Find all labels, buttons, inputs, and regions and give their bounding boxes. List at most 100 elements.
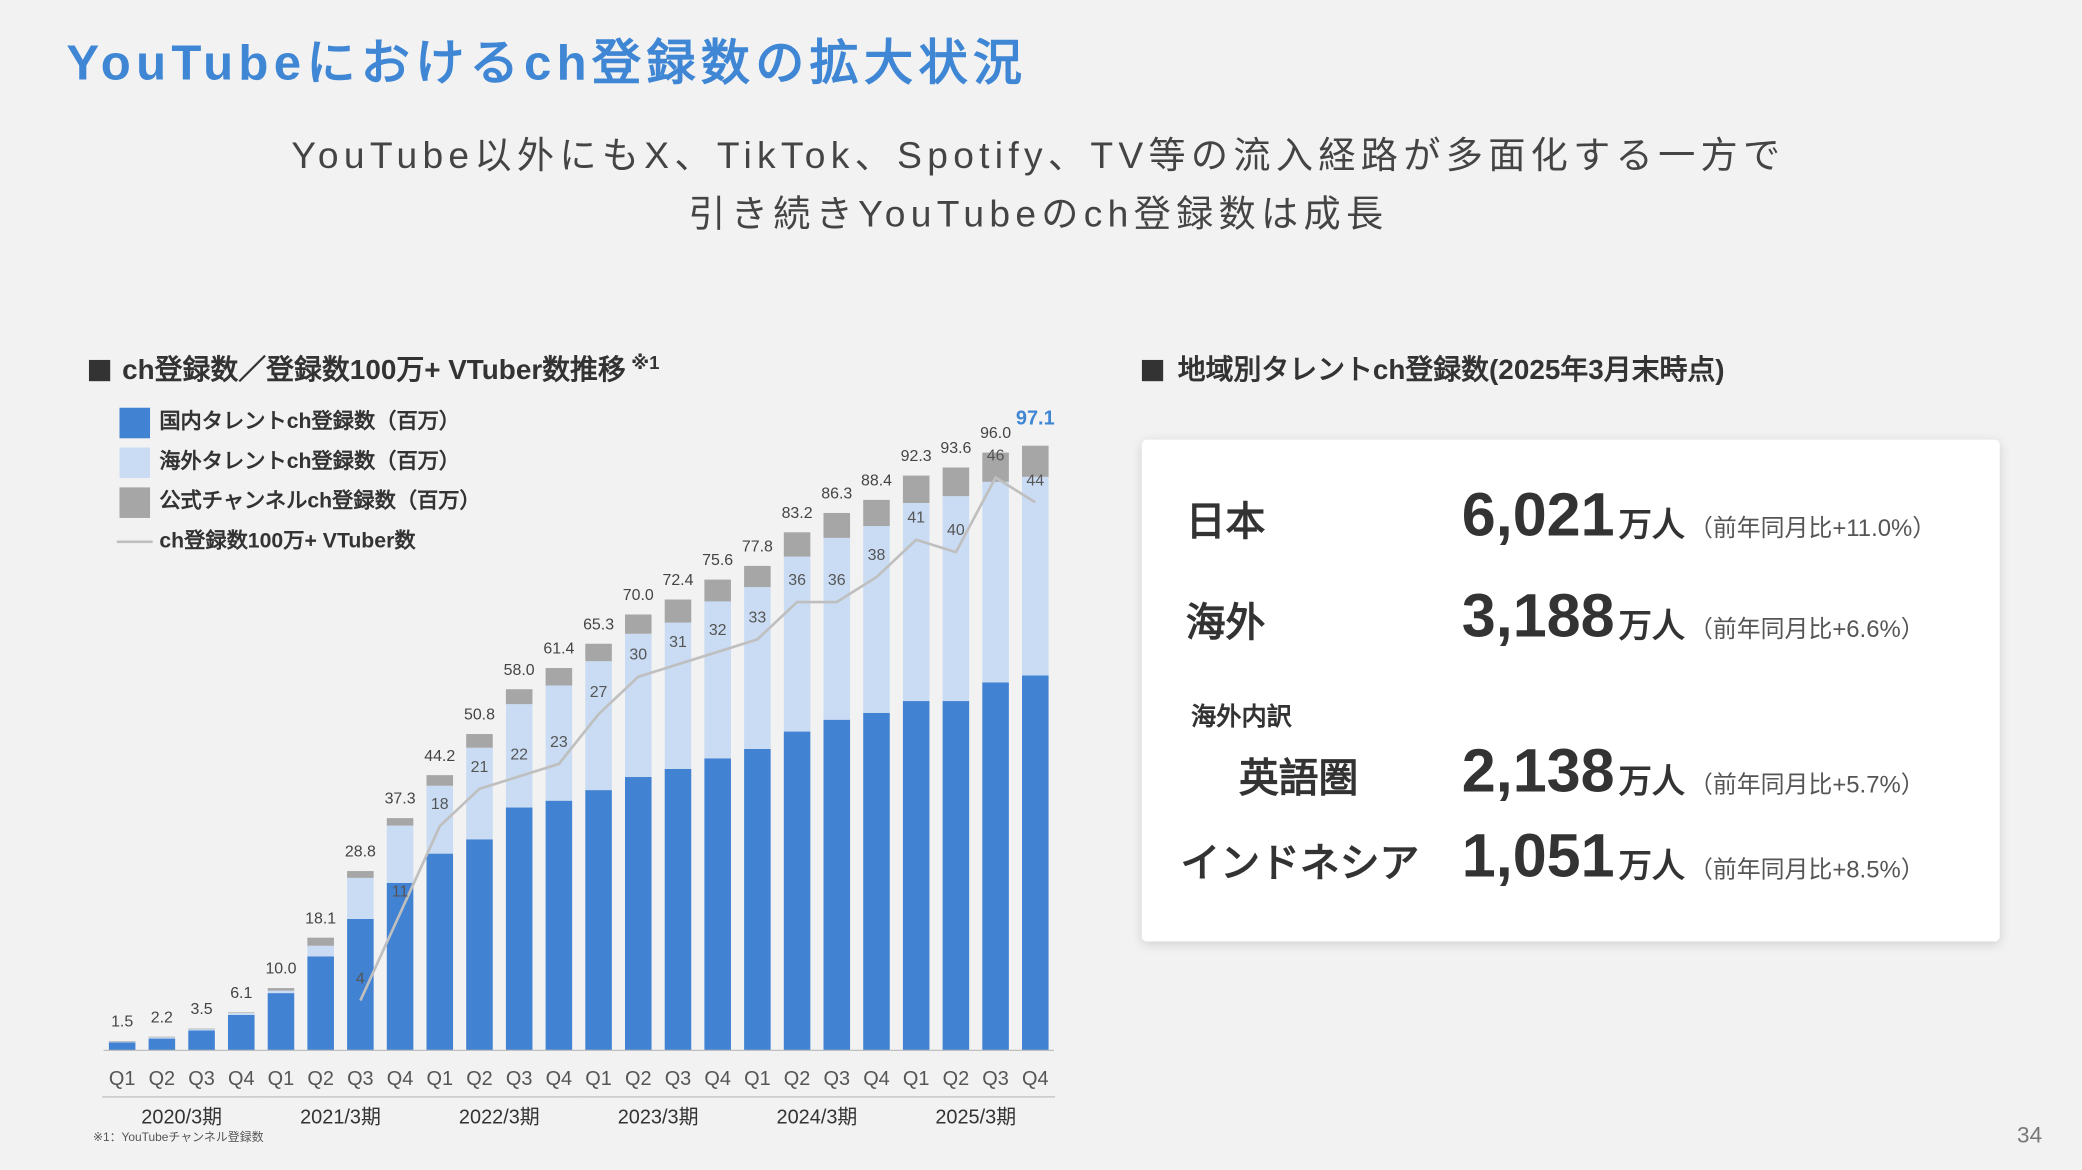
line-value-label: 30 (629, 647, 647, 664)
bar-segment (386, 818, 414, 826)
legend-label: 国内タレントch登録数（百万） (159, 408, 460, 433)
total-label: 83.2 (782, 505, 813, 522)
bar-segment (863, 499, 890, 527)
bar-segment (942, 701, 970, 1051)
x-tick-label: Q1 (585, 1068, 612, 1090)
total-label: 1.5 (111, 1014, 133, 1031)
row-note: （前年同月比+8.5%） (1689, 856, 1925, 883)
chart-title-text: ch登録数／登録数100万+ VTuber数推移 (122, 353, 626, 385)
legend-swatch (119, 487, 151, 518)
line-value-label: 4 (356, 971, 365, 988)
line-value-label: 32 (709, 622, 727, 639)
total-label: 3.5 (190, 1001, 212, 1018)
bar-segment (664, 768, 692, 1051)
bar-segment (466, 747, 493, 840)
legend-swatch (119, 447, 151, 479)
line-value-label: 46 (987, 447, 1005, 464)
bar-segment (505, 689, 533, 705)
x-group-label: 2023/3期 (618, 1106, 699, 1128)
bar-segment (624, 614, 652, 634)
bar-segment (267, 993, 295, 1051)
bar-segment (188, 1030, 215, 1051)
total-label: 97.1 (1016, 407, 1055, 429)
row-value: 3,188 (1462, 581, 1615, 649)
row-note: （前年同月比+6.6%） (1689, 616, 1925, 643)
bar-segment (108, 1041, 136, 1042)
x-tick-label: Q4 (546, 1068, 573, 1090)
total-label: 93.6 (940, 440, 971, 457)
x-group-label: 2020/3期 (141, 1106, 222, 1128)
bar-segment (624, 633, 652, 778)
bar-segment (902, 475, 930, 504)
x-tick-label: Q3 (188, 1068, 215, 1090)
bar-segment (744, 748, 771, 1051)
line-value-label: 41 (907, 510, 925, 527)
x-tick-label: Q1 (109, 1068, 136, 1090)
row-value: 2,138 (1462, 737, 1615, 805)
bar-segment (466, 839, 493, 1051)
total-label: 58.0 (504, 662, 535, 679)
row-note: （前年同月比+5.7%） (1689, 771, 1925, 798)
bar-segment (347, 877, 374, 919)
row-label: 英語圏 (1239, 756, 1358, 800)
bar-segment (267, 990, 295, 994)
bar-segment (188, 1029, 215, 1031)
x-tick-label: Q3 (506, 1068, 533, 1090)
total-label: 61.4 (543, 641, 574, 658)
bar-segment (426, 853, 454, 1051)
x-tick-label: Q1 (268, 1068, 295, 1090)
x-tick-label: Q2 (149, 1068, 176, 1090)
bar-segment (624, 777, 652, 1051)
bar-segment (1022, 445, 1049, 477)
legend-label: 公式チャンネルch登録数（百万） (159, 488, 480, 513)
row-label: 海外 (1186, 601, 1266, 645)
chart-title-note: ※1 (631, 352, 659, 373)
line-value-label: 40 (947, 522, 965, 539)
bar-segment (664, 599, 692, 623)
total-label: 72.4 (662, 572, 693, 589)
bar-segment (783, 532, 811, 557)
line-value-label: 11 (392, 883, 409, 900)
bar-segment (426, 775, 454, 786)
bar-segment (863, 712, 890, 1051)
legend-label: 海外タレントch登録数（百万） (159, 448, 460, 473)
total-label: 50.8 (464, 707, 495, 724)
x-group-label: 2022/3期 (459, 1106, 540, 1128)
line-series (359, 475, 1036, 1002)
x-tick-label: Q2 (784, 1068, 811, 1090)
total-label: 75.6 (702, 552, 733, 569)
line-value-label: 36 (788, 572, 806, 589)
x-tick-label: Q4 (704, 1068, 731, 1090)
row-unit: 万人 (1619, 608, 1686, 645)
bar-segment (744, 565, 771, 588)
x-tick-label: Q2 (307, 1068, 334, 1090)
total-label: 6.1 (230, 985, 252, 1002)
bar-segment (783, 731, 811, 1051)
bar-segment (505, 807, 533, 1051)
bar-segment (148, 1036, 176, 1038)
row-label: インドネシア (1180, 841, 1419, 885)
x-tick-label: Q2 (625, 1068, 652, 1090)
total-label: 77.8 (742, 539, 773, 556)
bar-segment (466, 734, 493, 748)
bar-segment (744, 587, 771, 749)
x-tick-label: Q2 (466, 1068, 493, 1090)
line-value-label: 36 (828, 572, 846, 589)
bar-segment (823, 719, 851, 1051)
bar-segment (704, 579, 731, 602)
row-value: 6,021 (1462, 480, 1615, 548)
bar-segment (545, 685, 573, 801)
total-label: 28.8 (345, 844, 376, 861)
subtitle: YouTube以外にもX、TikTok、Spotify、TV等の流入経路が多面化… (291, 134, 1785, 176)
bar-segment (227, 1012, 255, 1014)
bar-segment (267, 988, 295, 991)
slide-title: YouTubeにおけるch登録数の拡大状況 (66, 36, 1027, 90)
legend-swatch (119, 407, 151, 439)
bar-segment (307, 945, 334, 957)
bullet (1141, 359, 1164, 382)
total-label: 18.1 (305, 910, 336, 927)
bar-segment (148, 1038, 176, 1051)
x-tick-label: Q4 (387, 1068, 414, 1090)
row-unit: 万人 (1619, 763, 1686, 800)
